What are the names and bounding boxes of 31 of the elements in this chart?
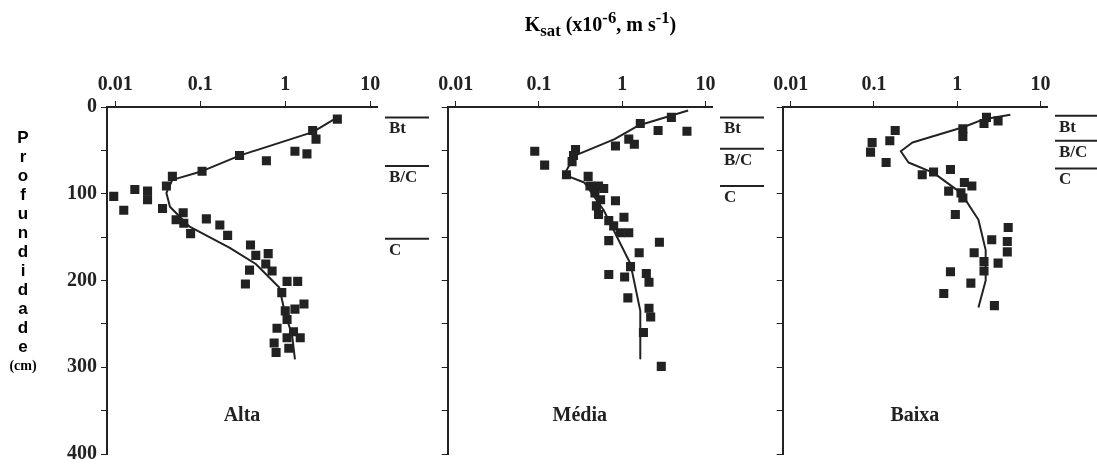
annotation: Alta <box>223 403 261 426</box>
annotation: Média <box>552 403 608 426</box>
ref-line-label: C <box>724 186 737 206</box>
annotation: Baixa <box>890 403 940 426</box>
x-tick-label: 0.1 <box>187 72 213 95</box>
x-tick-label: 0.01 <box>438 72 474 95</box>
x-tick-label: 1 <box>280 72 291 95</box>
y-tick-label: 100 <box>67 180 97 203</box>
y-tick-label: 300 <box>67 354 97 377</box>
x-tick-label: 10 <box>695 72 716 95</box>
ref-line-label: C <box>389 239 402 259</box>
x-tick-label: 10 <box>1030 72 1051 95</box>
ref-line-label: B/C <box>389 166 418 186</box>
y-tick-label: 200 <box>67 267 97 290</box>
y-tick-label: 0 <box>87 94 97 117</box>
x-tick-label: 1 <box>952 72 963 95</box>
x-tick-label: 0.1 <box>861 72 887 95</box>
y-tick-label: 400 <box>67 441 97 464</box>
ref-line-label: Bt <box>1059 116 1077 136</box>
x-axis-title: K$_{sat}$ (x10$^{-6}$, m s$^{-1}$) <box>523 8 678 41</box>
ref-line-label: C <box>1059 169 1072 189</box>
x-tick-label: 0.01 <box>97 72 133 95</box>
x-tick-label: 0.01 <box>773 72 809 95</box>
text: Profundidade (cm) <box>9 128 37 373</box>
x-tick-label: 10 <box>360 72 381 95</box>
ref-line-label: Bt <box>724 118 742 138</box>
x-tick-label: 0.1 <box>526 72 552 95</box>
x-tick-label: 1 <box>617 72 628 95</box>
ref-line-label: B/C <box>1059 141 1088 161</box>
ref-line-label: Bt <box>389 118 407 138</box>
ref-line-label: B/C <box>724 149 753 169</box>
